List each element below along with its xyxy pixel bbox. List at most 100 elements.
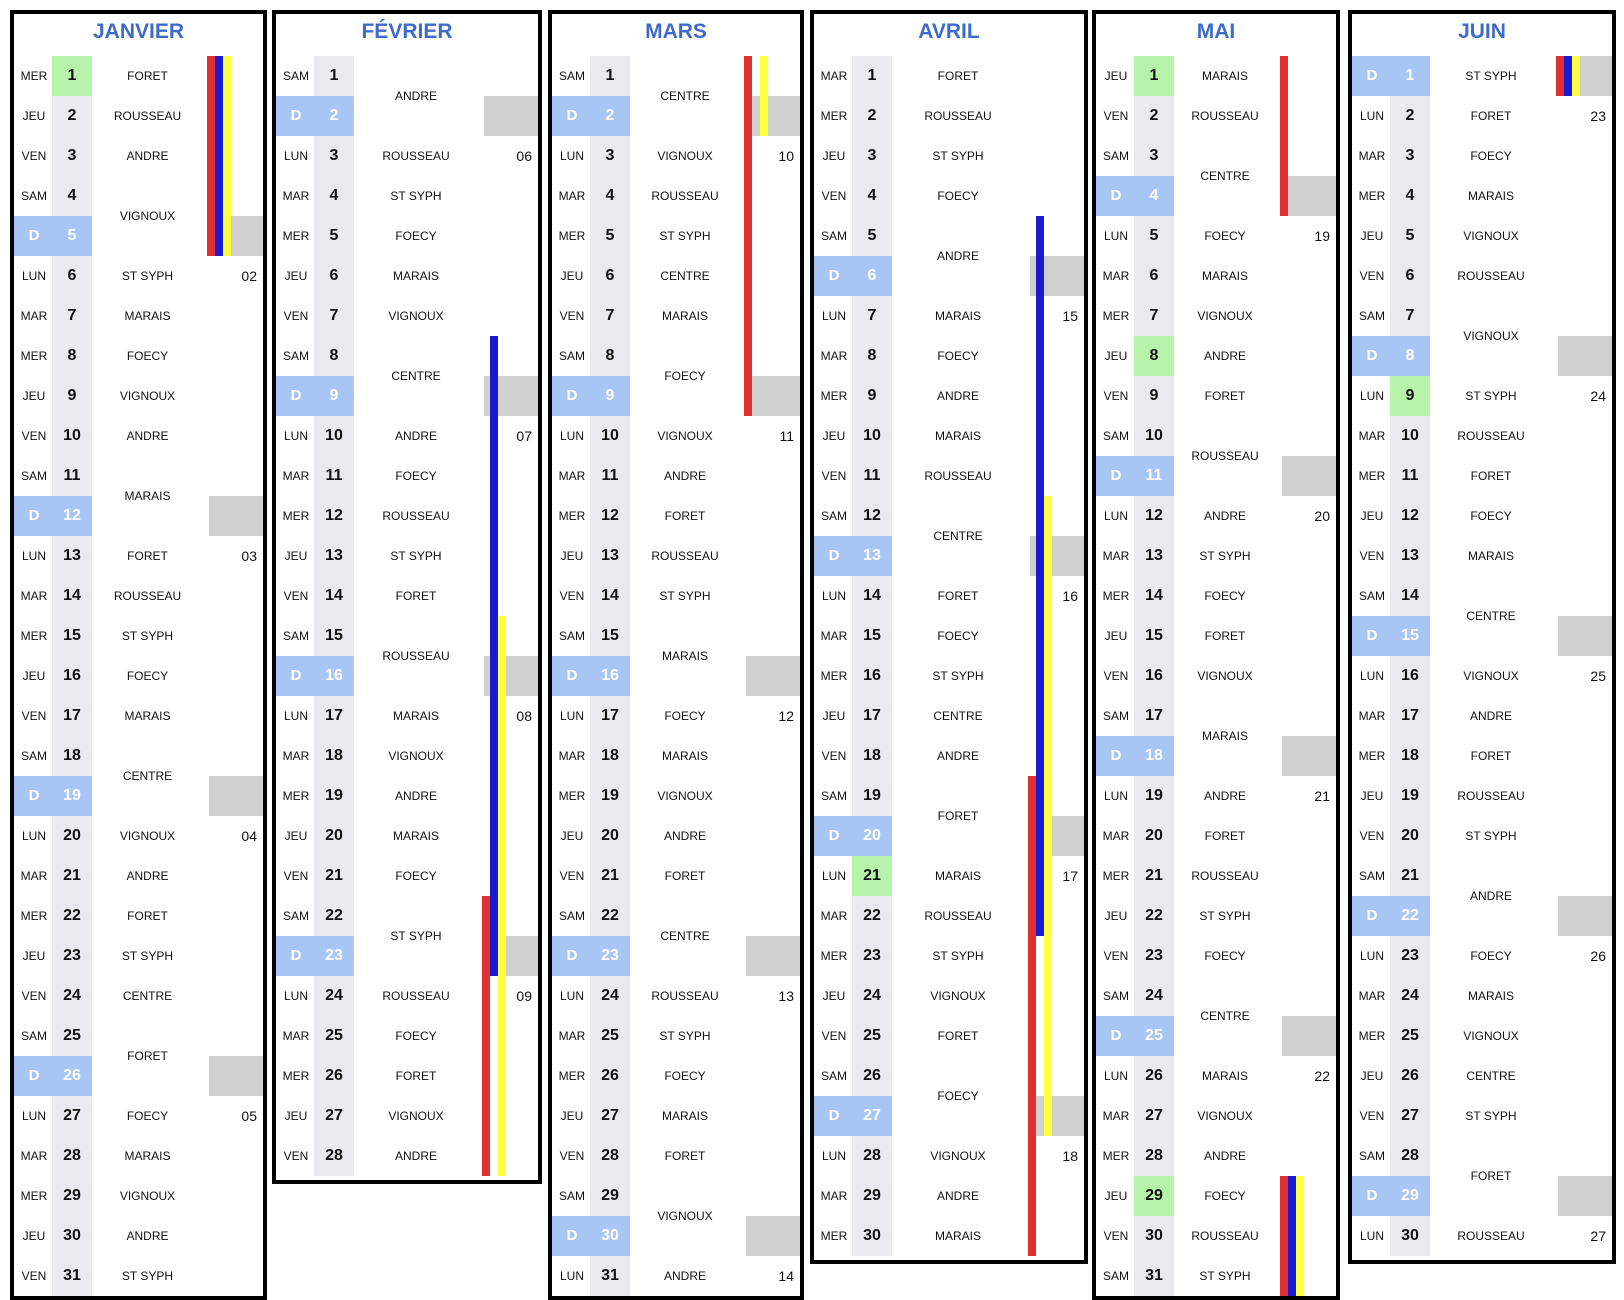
- day-number: 12: [63, 507, 81, 524]
- pharmacy-name: ANDRE: [936, 1189, 979, 1203]
- day-number: 27: [325, 1107, 343, 1124]
- weekday-label: LUN: [559, 1269, 584, 1283]
- day-number: 7: [605, 307, 615, 324]
- day-number: 6: [67, 267, 77, 284]
- day-number: 24: [863, 987, 881, 1004]
- weekday-label: LUN: [1359, 1229, 1384, 1243]
- day-number: 14: [601, 587, 619, 604]
- pharmacy-name: MARAIS: [1201, 69, 1248, 83]
- day-number: 11: [63, 467, 81, 484]
- pharmacy-name: ANDRE: [126, 429, 169, 443]
- pharmacy-name: FOECY: [1204, 589, 1246, 603]
- pharmacy-name: FOECY: [395, 1029, 437, 1043]
- weekday-label: D: [828, 547, 840, 564]
- weekday-label: JEU: [560, 269, 584, 283]
- week-number: 13: [778, 988, 794, 1004]
- weekday-label: MAR: [820, 629, 848, 643]
- day-number: 23: [1401, 947, 1419, 964]
- duty-period-bar: [498, 616, 506, 1176]
- pharmacy-name: ROUSSEAU: [924, 909, 992, 923]
- pharmacy-name: ROUSSEAU: [651, 189, 719, 203]
- pharmacy-name: VIGNOUX: [388, 309, 444, 323]
- day-number: 21: [863, 867, 881, 884]
- day-number: 19: [325, 787, 343, 804]
- weekday-label: JEU: [284, 549, 308, 563]
- day-number: 19: [601, 787, 619, 804]
- weekday-label: SAM: [20, 749, 47, 763]
- pharmacy-name: ROUSSEAU: [382, 989, 450, 1003]
- sunday-highlight: [1352, 56, 1430, 96]
- weekday-label: MAR: [282, 749, 310, 763]
- weekday-label: VEN: [21, 429, 47, 443]
- day-number: 13: [601, 547, 619, 564]
- weekday-label: MAR: [20, 309, 48, 323]
- weekday-label: SAM: [558, 1189, 585, 1203]
- pharmacy-name: CENTRE: [1466, 609, 1516, 623]
- pharmacy-name: FORET: [1470, 1169, 1512, 1183]
- day-number: 7: [1149, 307, 1159, 324]
- day-number: 2: [67, 107, 77, 124]
- pharmacy-name: FOECY: [937, 629, 979, 643]
- day-number: 13: [1145, 547, 1163, 564]
- weekday-label: JEU: [1104, 909, 1128, 923]
- day-number: 26: [601, 1067, 619, 1084]
- weekday-label: D: [1110, 187, 1122, 204]
- day-number: 10: [1401, 427, 1419, 444]
- day-number: 31: [63, 1267, 81, 1284]
- duty-period-bar: [744, 56, 752, 416]
- pharmacy-name: VIGNOUX: [657, 149, 713, 163]
- day-number: 12: [863, 507, 881, 524]
- day-number: 24: [601, 987, 619, 1004]
- weekday-label: LUN: [1103, 1069, 1128, 1083]
- weekday-label: LUN: [1359, 669, 1384, 683]
- pharmacy-name: FORET: [395, 1069, 437, 1083]
- day-number: 9: [867, 387, 877, 404]
- month-0: JANVIER MER 1 JEU 2 VEN 3 SAM 4 D 5 LUN 6 MAR 7 MER 8 JEU…: [10, 10, 267, 1300]
- pharmacy-name: VIGNOUX: [388, 749, 444, 763]
- weekday-label: D: [828, 1107, 840, 1124]
- weekday-label: JEU: [284, 829, 308, 843]
- duty-period-bar: [1044, 496, 1052, 1136]
- day-number: 8: [329, 347, 339, 364]
- day-number: 29: [1401, 1187, 1419, 1204]
- day-number: 13: [1401, 547, 1419, 564]
- day-number-column: [314, 56, 354, 1176]
- day-number-column: [1390, 56, 1430, 1256]
- pharmacy-name: ST SYPH: [1465, 69, 1517, 83]
- weekday-label: SAM: [820, 1069, 847, 1083]
- weekday-label: VEN: [21, 709, 47, 723]
- pharmacy-name: ST SYPH: [121, 269, 174, 283]
- day-number: 17: [601, 707, 619, 724]
- pharmacy-name: FOECY: [664, 369, 706, 383]
- week-number: 22: [1314, 1068, 1330, 1084]
- week-end-marker: [746, 656, 800, 696]
- sunday-highlight: [552, 96, 630, 136]
- weekday-label: MER: [558, 789, 586, 803]
- pharmacy-name: FORET: [395, 589, 437, 603]
- day-number: 3: [867, 147, 877, 164]
- duty-period-bar: [223, 56, 231, 256]
- day-number: 15: [1401, 627, 1419, 644]
- pharmacy-name: MARAIS: [124, 309, 171, 323]
- weekday-label: VEN: [1103, 949, 1129, 963]
- pharmacy-name: FOECY: [937, 349, 979, 363]
- week-number: 24: [1590, 388, 1606, 404]
- day-number: 26: [1401, 1067, 1419, 1084]
- weekday-label: SAM: [20, 469, 47, 483]
- sunday-highlight: [1096, 176, 1174, 216]
- day-number: 16: [63, 667, 81, 684]
- weekday-label: VEN: [283, 869, 309, 883]
- month-1: FÉVRIER SAM 1 D 2 LUN 3 MAR 4 MER 5 JEU 6 VEN 7 SAM 8 D 9 L…: [272, 10, 542, 1184]
- month-3: AVRIL MAR 1 MER 2 JEU 3 VEN 4 SAM 5 D 6 LUN 7 MAR 8 MER 9 J…: [810, 10, 1088, 1264]
- weekday-label: LUN: [21, 829, 46, 843]
- day-number: 6: [605, 267, 615, 284]
- weekday-label: VEN: [283, 309, 309, 323]
- pharmacy-name: FOECY: [126, 669, 169, 683]
- day-number: 26: [325, 1067, 343, 1084]
- pharmacy-name: ST SYPH: [1199, 1269, 1251, 1283]
- duty-period-bar: [1280, 1176, 1288, 1296]
- pharmacy-name: ROUSSEAU: [1191, 1229, 1259, 1243]
- week-end-marker: [1558, 336, 1612, 376]
- pharmacy-name: CENTRE: [1200, 1009, 1250, 1023]
- sunday-highlight: [1096, 456, 1174, 496]
